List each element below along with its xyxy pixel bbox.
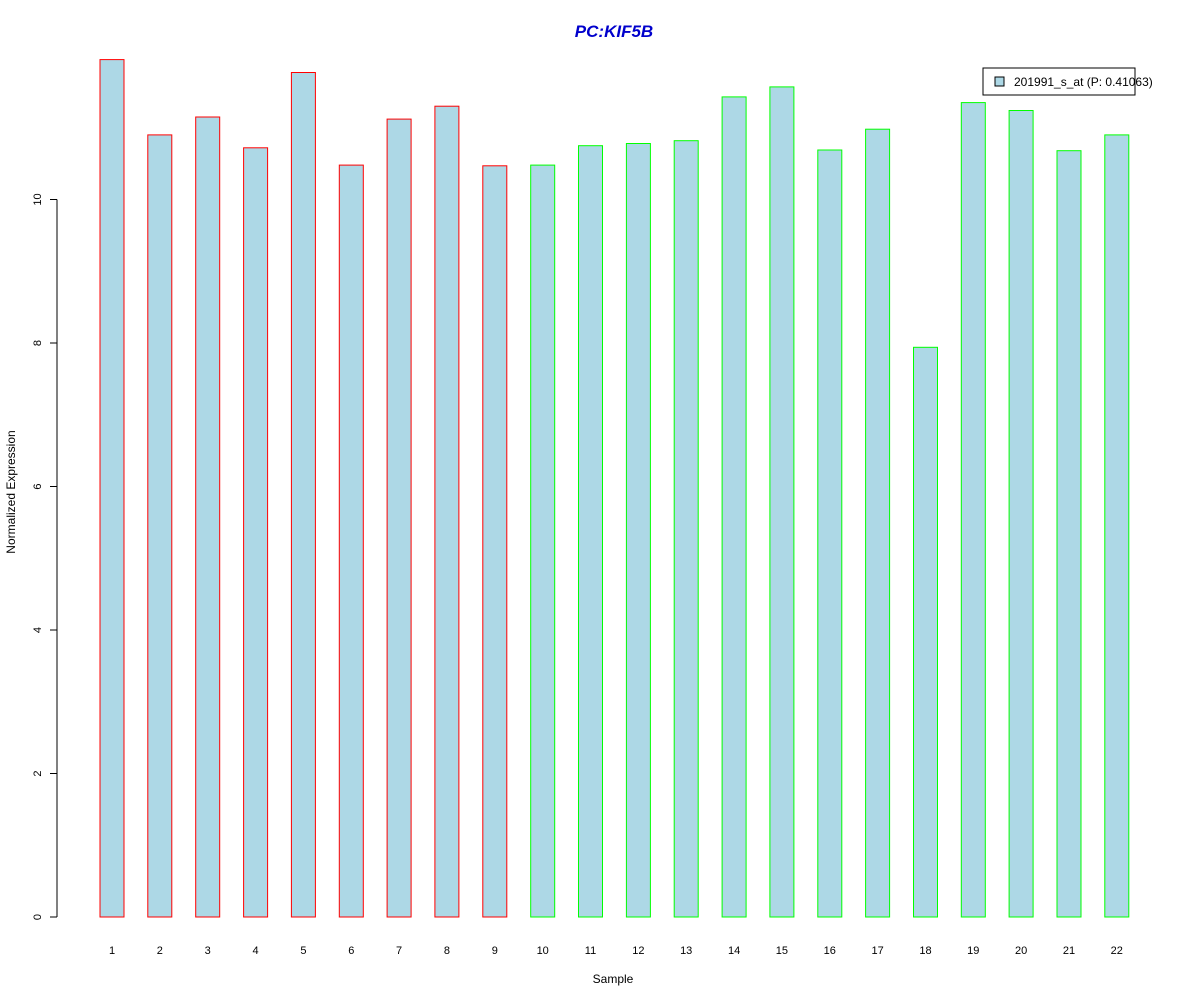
bar-sample-9 (482, 165, 508, 918)
x-tick-label: 8 (444, 945, 450, 957)
bar-sample-7 (386, 118, 412, 918)
chart-title: PC:KIF5B (575, 22, 653, 41)
bar-sample-2 (147, 134, 173, 918)
x-tick-label: 18 (919, 945, 931, 957)
y-tick-label: 0 (32, 914, 44, 920)
bar-sample-15 (769, 86, 795, 918)
x-tick-label: 7 (396, 945, 402, 957)
y-axis: 0 2 4 6 8 10 (32, 193, 58, 920)
x-tick-label: 16 (824, 945, 836, 957)
y-tick-label: 8 (32, 340, 44, 346)
x-tick-label: 13 (680, 945, 692, 957)
x-tick-labels: 1 2 3 4 5 6 7 8 9 10 11 12 13 14 15 16 17 18 19 20 21 22 (109, 945, 1123, 957)
legend-entry-label: 201991_s_at (P: 0.41063) (1014, 75, 1153, 89)
bar-sample-10 (530, 164, 556, 918)
bar-sample-18 (913, 346, 938, 918)
y-axis-label: Normalized Expression (4, 430, 18, 553)
bar-sample-11 (578, 145, 603, 918)
bar-sample-6 (338, 164, 364, 918)
bar-sample-17 (865, 128, 891, 918)
y-tick-label: 10 (32, 193, 44, 205)
y-tick-label: 6 (32, 483, 44, 489)
x-tick-label: 9 (492, 945, 498, 957)
bar-sample-8 (434, 105, 460, 918)
bar-sample-13 (673, 140, 699, 918)
legend-box (982, 67, 1136, 96)
x-tick-label: 3 (205, 945, 211, 957)
legend-swatch (994, 76, 1005, 87)
x-tick-label: 6 (348, 945, 354, 957)
x-tick-label: 17 (871, 945, 883, 957)
bar-sample-16 (817, 149, 843, 918)
bar-sample-21 (1056, 150, 1082, 918)
bar-sample-20 (1008, 110, 1034, 918)
x-tick-label: 12 (632, 945, 644, 957)
x-tick-label: 21 (1063, 945, 1075, 957)
x-tick-label: 1 (109, 945, 115, 957)
bar-sample-12 (625, 143, 651, 918)
x-tick-label: 4 (253, 945, 259, 957)
x-tick-label: 15 (776, 945, 788, 957)
bar-sample-5 (290, 72, 316, 918)
x-tick-label: 14 (728, 945, 740, 957)
y-tick-label: 4 (32, 627, 44, 633)
bar-sample-22 (1104, 134, 1130, 918)
x-tick-label: 11 (585, 945, 596, 957)
bars (99, 59, 1130, 918)
x-tick-label: 10 (537, 945, 549, 957)
x-axis-label: Sample (593, 972, 634, 986)
bar-sample-3 (195, 116, 221, 918)
x-tick-label: 20 (1015, 945, 1027, 957)
x-tick-label: 2 (157, 945, 163, 957)
bar-sample-14 (721, 96, 747, 918)
bar-sample-19 (960, 102, 986, 918)
bar-sample-1 (99, 59, 125, 918)
x-tick-label: 5 (300, 945, 306, 957)
legend: 201991_s_at (P: 0.41063) (982, 67, 1153, 96)
bar-sample-4 (243, 147, 269, 918)
x-tick-label: 22 (1111, 945, 1123, 957)
x-tick-label: 19 (967, 945, 979, 957)
y-tick-label: 2 (32, 770, 44, 776)
